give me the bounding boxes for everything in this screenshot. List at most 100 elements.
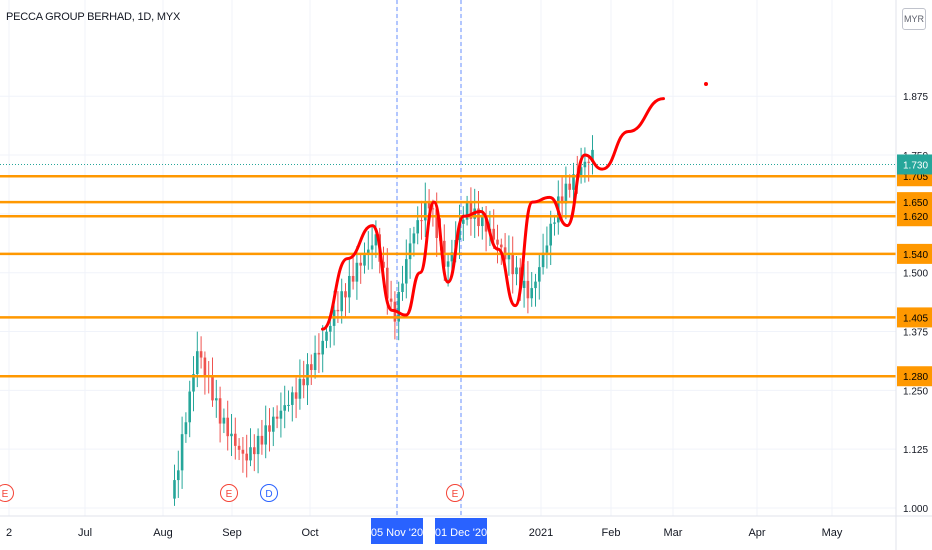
level-price-label-bg [897,206,932,227]
candle-body [427,201,431,209]
event-marker-label: D [265,489,272,500]
time-marker-label: 01 Dec '20 [435,527,487,539]
level-price-label: 1.705 [903,172,928,183]
time-marker-label-bg [435,518,487,544]
time-tick-label: 2021 [529,527,553,539]
candle-body [177,470,180,481]
candle-body [222,417,226,424]
candle-body [469,202,473,219]
candle-body [291,392,294,405]
time-tick-label: Oct [301,527,318,539]
price-tick-label: 1.125 [903,445,928,456]
level-price-label: 1.405 [903,313,928,324]
event-marker-label: E [452,489,459,500]
candle-body [340,291,343,312]
candle-body [568,183,571,190]
candle-body [522,280,526,288]
candle-body [279,410,283,419]
candle-body [545,245,549,253]
candle-body [268,425,271,432]
candle-body [359,262,362,266]
candle-body [500,244,503,248]
candle-body [218,398,222,424]
candle-body [431,208,435,210]
drawn-trend-path [321,97,665,331]
price-tick-label: 1.875 [903,92,928,103]
candle-body [249,447,252,461]
candle-body [560,196,564,204]
candle-body [446,261,450,267]
candle-body [180,434,184,471]
chart-title: PECCA GROUP BERHAD, 1D, MYX [6,11,181,23]
candle-body [389,298,393,302]
candle-body [199,351,203,358]
event-marker-label: E [2,489,9,500]
candle-body [344,291,347,298]
event-marker-circle [446,484,464,502]
candle-body [215,398,218,401]
candle-body [325,331,328,341]
candle-body [241,449,245,454]
time-tick-label: Aug [153,527,173,539]
candle-body [424,201,427,221]
event-marker-circle [260,484,278,502]
candle-body [211,376,214,401]
candle-body [321,340,324,355]
candle-body [260,435,264,445]
price-tick-label: 1.250 [903,386,928,397]
candle-body [306,364,309,386]
candle-body [416,220,419,234]
candle-body [294,392,298,399]
candle-body [507,254,511,260]
candle-body [245,453,248,461]
candle-body [363,254,366,266]
candle-body [302,378,305,386]
candle-body [515,267,518,275]
candle-body [579,167,583,176]
price-axis[interactable]: 1.8751.7501.6251.5001.3751.2501.1251.000… [895,0,932,550]
candle-body [583,161,587,168]
candle-body [355,262,359,282]
candle-body [481,216,484,227]
current-price-label: 1.730 [903,160,928,171]
event-marker-circle [220,484,238,502]
candle-body [462,219,465,224]
candle-body [587,161,590,163]
candle-body [484,216,488,232]
currency-button[interactable]: MYR [902,8,926,30]
time-marker-label: 05 Nov '20 [371,527,423,539]
candle-body [275,416,279,419]
time-tick-label: Jul [78,527,92,539]
candle-body [420,220,423,222]
candle-body [367,249,370,255]
current-price-label-bg [897,154,932,175]
candle-body [572,174,575,190]
time-axis[interactable]: 2 Jul Aug Sep Oct 05 Nov '20 01 Dec '20 2021 Feb… [0,515,932,544]
candle-body [188,391,191,423]
candle-body [283,405,286,411]
candle-body [435,209,438,238]
candle-body [541,252,545,268]
candle-body [310,364,313,371]
time-marker-label-bg [371,518,423,544]
event-marker-circle [0,484,14,502]
level-price-label: 1.540 [903,250,928,261]
candle-body [226,417,229,437]
candle-body [397,291,400,322]
horizontal-levels [0,163,896,378]
candle-body [264,425,267,445]
level-price-label: 1.280 [903,372,928,383]
candle-body [272,416,275,432]
event-marker-label: E [226,489,233,500]
candle-body [287,404,290,406]
candle-body [234,433,237,446]
candle-body [313,352,317,371]
time-tick-label: May [822,527,843,539]
candle-body [530,288,533,299]
time-tick-label: 2 [6,527,12,539]
drawing-layer [321,82,708,331]
level-price-label-bg [897,366,932,387]
candle-body [196,351,199,375]
